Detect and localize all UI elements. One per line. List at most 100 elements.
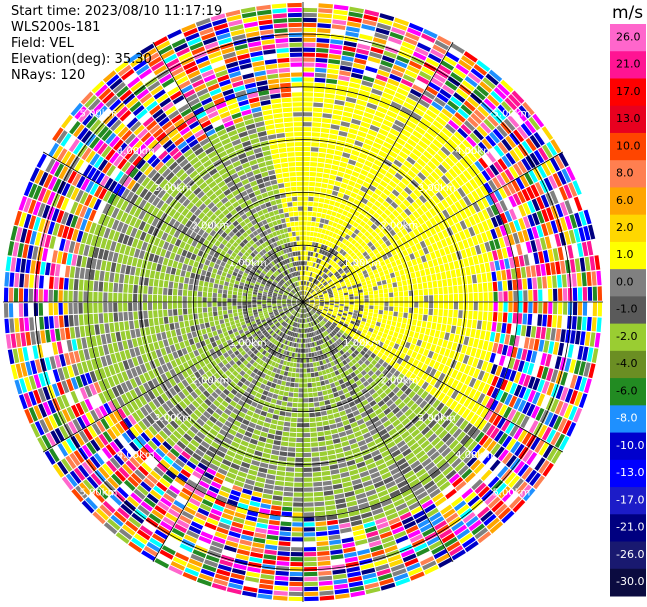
velocity-cell	[364, 254, 371, 261]
velocity-cell	[273, 440, 281, 446]
velocity-cell	[460, 124, 472, 135]
velocity-cell	[267, 529, 279, 536]
velocity-cell	[369, 324, 375, 329]
velocity-cell	[382, 314, 388, 320]
velocity-cell	[445, 51, 460, 63]
velocity-cell	[322, 108, 333, 114]
velocity-cell	[312, 392, 318, 397]
velocity-cell	[357, 231, 364, 238]
velocity-cell	[309, 302, 314, 304]
velocity-cell	[294, 482, 303, 487]
velocity-cell	[275, 384, 281, 390]
velocity-cell	[407, 169, 417, 179]
velocity-cell	[274, 485, 284, 491]
velocity-cell	[576, 316, 582, 330]
velocity-cell	[314, 297, 319, 300]
velocity-cell	[481, 273, 487, 283]
velocity-cell	[532, 113, 545, 128]
velocity-cell	[329, 266, 334, 271]
velocity-cell	[443, 309, 448, 317]
velocity-cell	[357, 157, 366, 164]
velocity-cell	[385, 274, 391, 280]
velocity-cell	[395, 259, 402, 266]
velocity-cell	[290, 552, 303, 557]
velocity-cell	[423, 28, 438, 39]
velocity-cell	[477, 222, 485, 233]
velocity-cell	[431, 101, 443, 111]
velocity-cell	[476, 234, 484, 244]
velocity-cell	[303, 368, 307, 373]
velocity-cell	[310, 289, 313, 293]
velocity-cell	[530, 350, 538, 363]
velocity-cell	[586, 316, 592, 331]
velocity-cell	[338, 219, 344, 225]
velocity-cell	[527, 200, 536, 214]
velocity-cell	[319, 585, 334, 591]
velocity-cell	[483, 118, 495, 131]
velocity-cell	[533, 132, 545, 146]
velocity-cell	[584, 331, 591, 346]
velocity-cell	[479, 81, 493, 93]
velocity-cell	[288, 367, 293, 372]
velocity-cell	[504, 334, 511, 345]
velocity-cell	[267, 433, 275, 440]
velocity-cell	[292, 507, 303, 512]
velocity-cell	[264, 417, 272, 423]
velocity-cell	[348, 291, 354, 295]
velocity-cell	[320, 410, 327, 416]
velocity-cell	[482, 252, 489, 263]
velocity-cell	[451, 179, 461, 190]
velocity-cell	[352, 315, 357, 319]
velocity-cell	[453, 302, 459, 310]
velocity-cell	[425, 210, 433, 220]
velocity-cell	[412, 84, 425, 94]
velocity-cell	[328, 231, 334, 237]
velocity-cell	[479, 350, 487, 360]
velocity-cell	[339, 65, 352, 72]
velocity-cell	[356, 260, 363, 266]
velocity-cell	[523, 337, 530, 349]
velocity-cell	[385, 137, 395, 145]
velocity-cell	[444, 246, 451, 255]
velocity-cell	[290, 562, 303, 567]
velocity-cell	[433, 97, 446, 107]
velocity-cell	[444, 263, 450, 271]
velocity-cell	[295, 457, 303, 462]
velocity-cell	[334, 583, 349, 590]
velocity-cell	[314, 268, 318, 273]
velocity-cell	[382, 228, 389, 235]
velocity-cell	[390, 69, 404, 78]
velocity-cell	[392, 64, 406, 73]
velocity-cell	[340, 214, 346, 221]
velocity-cell	[310, 283, 314, 288]
velocity-cell	[423, 334, 429, 342]
velocity-cell	[461, 344, 468, 354]
velocity-cell	[339, 262, 345, 268]
velocity-cell	[384, 297, 389, 302]
velocity-cell	[330, 237, 335, 243]
velocity-cell	[311, 447, 319, 452]
velocity-cell	[297, 353, 301, 358]
velocity-cell	[328, 454, 337, 460]
velocity-cell	[450, 96, 463, 107]
velocity-cell	[527, 214, 536, 227]
velocity-cell	[323, 292, 328, 296]
velocity-cell	[377, 216, 385, 223]
velocity-cell	[545, 263, 551, 276]
velocity-cell	[490, 216, 499, 228]
velocity-cell	[499, 259, 506, 270]
velocity-cell	[340, 157, 349, 163]
velocity-cell	[315, 62, 327, 68]
velocity-cell	[294, 353, 298, 358]
velocity-cell	[371, 192, 380, 200]
velocity-cell	[321, 183, 328, 189]
velocity-cell	[508, 357, 516, 369]
velocity-cell	[591, 239, 599, 255]
velocity-cell	[308, 397, 314, 403]
velocity-cell	[376, 245, 383, 252]
velocity-cell	[380, 96, 392, 105]
velocity-cell	[549, 355, 557, 369]
velocity-cell	[349, 306, 354, 310]
velocity-cell	[380, 275, 386, 281]
velocity-cell	[393, 292, 399, 297]
